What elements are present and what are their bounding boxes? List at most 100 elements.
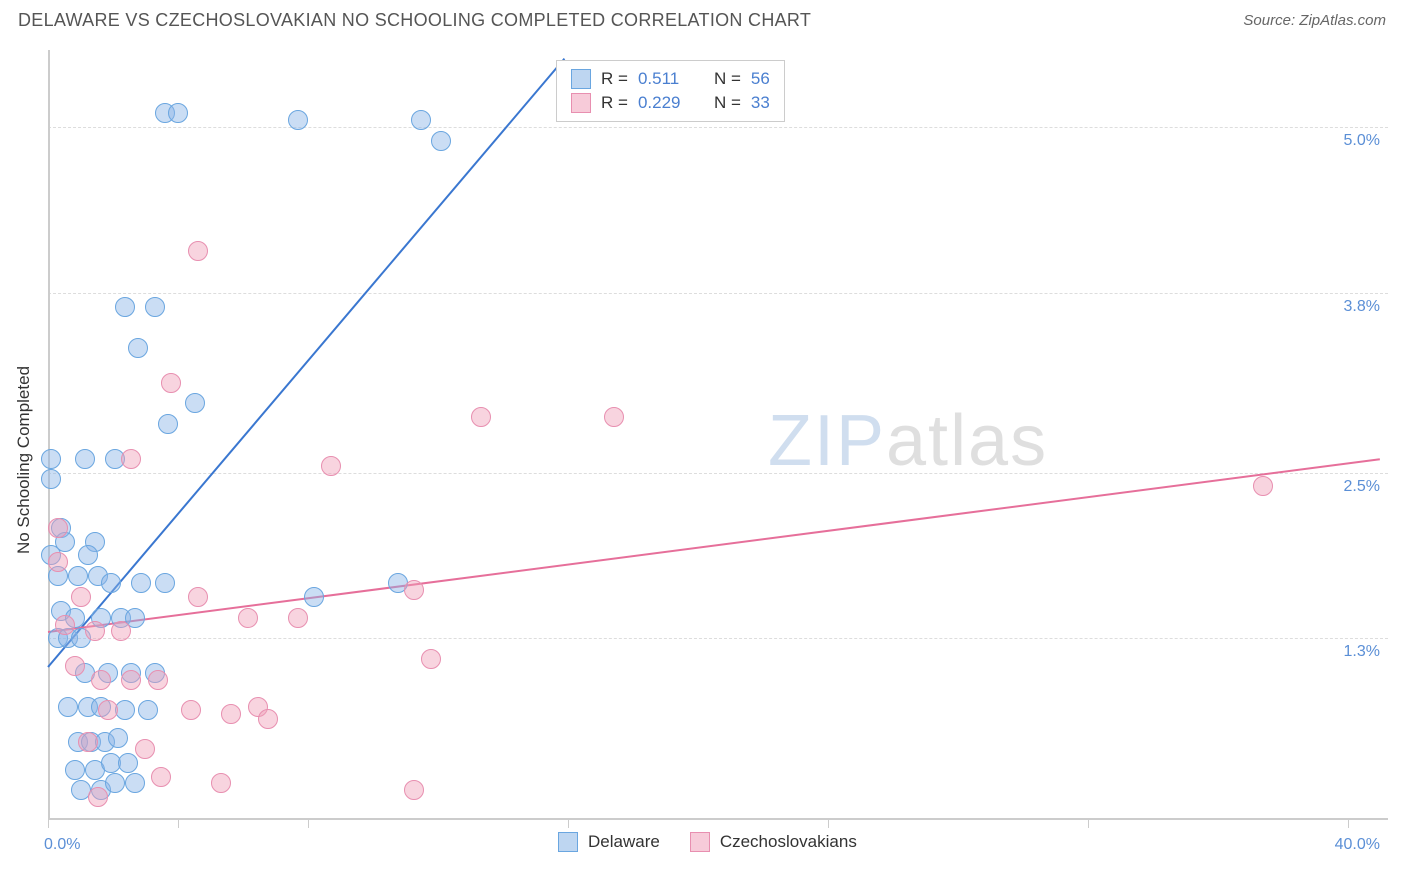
swatch-pink xyxy=(571,93,591,113)
x-tick-label-max: 40.0% xyxy=(1335,836,1380,854)
grid-line xyxy=(48,293,1388,294)
scatter-point xyxy=(238,608,258,628)
scatter-point xyxy=(404,780,424,800)
trend-line-blue xyxy=(47,58,565,667)
source-prefix: Source: xyxy=(1243,12,1299,29)
grid-line xyxy=(48,127,1388,128)
scatter-point xyxy=(68,566,88,586)
stats-row: R = 0.229 N = 33 xyxy=(571,91,770,115)
y-tick-label: 1.3% xyxy=(1344,643,1380,661)
scatter-point xyxy=(158,414,178,434)
scatter-point xyxy=(105,773,125,793)
scatter-point xyxy=(48,518,68,538)
scatter-point xyxy=(75,449,95,469)
scatter-point xyxy=(145,297,165,317)
x-tick xyxy=(178,818,179,828)
chart-container: No Schooling Completed 5.0%3.8%2.5%1.3%0… xyxy=(48,50,1388,870)
scatter-point xyxy=(288,608,308,628)
x-axis-line xyxy=(48,818,1388,820)
scatter-point xyxy=(71,587,91,607)
scatter-point xyxy=(85,621,105,641)
scatter-point xyxy=(128,338,148,358)
scatter-point xyxy=(221,704,241,724)
scatter-point xyxy=(121,670,141,690)
scatter-point xyxy=(125,773,145,793)
x-tick xyxy=(48,818,49,828)
y-axis-line xyxy=(48,50,50,818)
x-tick-label-min: 0.0% xyxy=(44,836,80,854)
scatter-point xyxy=(471,407,491,427)
y-tick-label: 3.8% xyxy=(1344,298,1380,316)
watermark: ZIPatlas xyxy=(768,400,1048,482)
r-label: R = xyxy=(601,69,628,89)
x-tick xyxy=(1348,818,1349,828)
scatter-point xyxy=(188,241,208,261)
scatter-point xyxy=(48,552,68,572)
scatter-point xyxy=(65,656,85,676)
scatter-point xyxy=(121,449,141,469)
swatch-blue xyxy=(571,69,591,89)
scatter-point xyxy=(181,700,201,720)
scatter-point xyxy=(155,573,175,593)
scatter-point xyxy=(58,697,78,717)
x-tick xyxy=(1088,818,1089,828)
scatter-point xyxy=(65,760,85,780)
scatter-point xyxy=(421,649,441,669)
x-tick xyxy=(308,818,309,828)
scatter-point xyxy=(131,573,151,593)
scatter-point xyxy=(304,587,324,607)
legend-item: Delaware xyxy=(558,832,660,852)
r-value: 0.229 xyxy=(638,93,698,113)
scatter-point xyxy=(185,393,205,413)
scatter-point xyxy=(188,587,208,607)
scatter-point xyxy=(1253,476,1273,496)
scatter-point xyxy=(41,469,61,489)
scatter-point xyxy=(411,110,431,130)
scatter-point xyxy=(138,700,158,720)
grid-line xyxy=(48,638,1388,639)
scatter-point xyxy=(88,787,108,807)
scatter-point xyxy=(115,297,135,317)
scatter-point xyxy=(161,373,181,393)
n-label: N = xyxy=(714,93,741,113)
scatter-point xyxy=(135,739,155,759)
scatter-point xyxy=(55,615,75,635)
series-legend: Delaware Czechoslovakians xyxy=(558,832,857,852)
source-name: ZipAtlas.com xyxy=(1299,12,1386,29)
scatter-point xyxy=(78,545,98,565)
n-value: 56 xyxy=(751,69,770,89)
legend-label: Delaware xyxy=(588,832,660,852)
scatter-point xyxy=(101,573,121,593)
source-attribution: Source: ZipAtlas.com xyxy=(1243,12,1386,29)
scatter-point xyxy=(98,700,118,720)
plot-area: 5.0%3.8%2.5%1.3%0.0%40.0%ZIPatlasR =0.51… xyxy=(48,50,1388,870)
scatter-point xyxy=(91,670,111,690)
n-label: N = xyxy=(714,69,741,89)
scatter-point xyxy=(211,773,231,793)
y-tick-label: 2.5% xyxy=(1344,478,1380,496)
swatch-blue xyxy=(558,832,578,852)
stats-row: R = 0.511 N = 56 xyxy=(571,67,770,91)
scatter-point xyxy=(604,407,624,427)
scatter-point xyxy=(118,753,138,773)
stats-legend: R = 0.511 N = 56 R = 0.229 N = 33 xyxy=(556,60,785,122)
swatch-pink xyxy=(690,832,710,852)
scatter-point xyxy=(111,621,131,641)
scatter-point xyxy=(108,728,128,748)
x-tick xyxy=(568,818,569,828)
scatter-point xyxy=(41,449,61,469)
scatter-point xyxy=(288,110,308,130)
scatter-point xyxy=(148,670,168,690)
y-tick-label: 5.0% xyxy=(1344,132,1380,150)
scatter-point xyxy=(151,767,171,787)
y-axis-label: No Schooling Completed xyxy=(14,366,34,554)
r-value: 0.511 xyxy=(638,69,698,89)
chart-title: DELAWARE VS CZECHOSLOVAKIAN NO SCHOOLING… xyxy=(18,10,811,31)
scatter-point xyxy=(78,732,98,752)
scatter-point xyxy=(321,456,341,476)
n-value: 33 xyxy=(751,93,770,113)
r-label: R = xyxy=(601,93,628,113)
grid-line xyxy=(48,473,1388,474)
legend-item: Czechoslovakians xyxy=(690,832,857,852)
legend-label: Czechoslovakians xyxy=(720,832,857,852)
